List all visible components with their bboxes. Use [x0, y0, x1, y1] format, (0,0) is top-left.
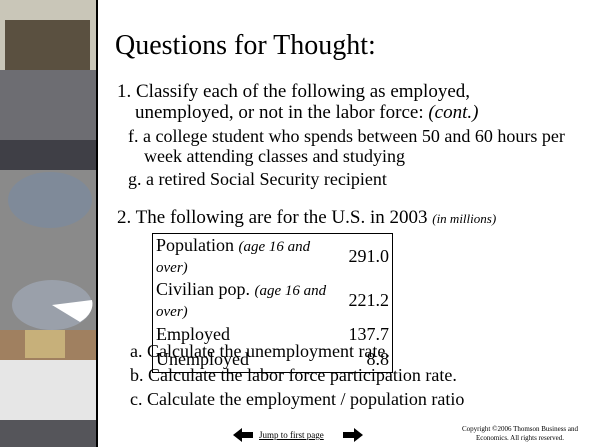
item-label: b.	[130, 365, 144, 385]
item-text: Calculate the unemployment rate.	[147, 341, 390, 361]
question-number: 2.	[117, 207, 131, 228]
item-text: a college student who spends between 50 …	[143, 126, 565, 166]
row-label: Population	[156, 235, 234, 255]
question-text: Classify each of the following as employ…	[135, 81, 470, 123]
title: Questions for Thought:	[115, 30, 376, 62]
item: a. Calculate the unemployment rate.	[130, 341, 390, 361]
table-row: Civilian pop. (age 16 and over)221.2	[153, 278, 393, 322]
question-text: The following are for the U.S. in 2003	[136, 207, 428, 228]
item-text: Calculate the employment / population ra…	[147, 389, 464, 409]
jump-link[interactable]: Jump to first page	[259, 430, 324, 440]
item: g. a retired Social Security recipient	[128, 169, 584, 189]
item-label: c.	[130, 389, 143, 409]
copyright: Copyright ©2006 Thomson Business and Eco…	[455, 425, 585, 443]
row-label: Civilian pop.	[156, 279, 250, 299]
item-label: f.	[128, 126, 139, 146]
table-label-cell: Civilian pop. (age 16 and over)	[153, 278, 346, 322]
note: (cont.)	[428, 102, 478, 123]
item-label: a.	[130, 341, 143, 361]
question-number: 1.	[117, 81, 131, 102]
question: 1. Classify each of the following as emp…	[117, 81, 500, 123]
table-label-cell: Population (age 16 and over)	[153, 234, 346, 279]
slide: Questions for Thought: 1. Classify each …	[0, 0, 591, 447]
table-value: 221.2	[346, 278, 393, 322]
table-value: 291.0	[346, 234, 393, 279]
item-text: a retired Social Security recipient	[146, 169, 387, 189]
question: 2. The following are for the U.S. in 200…	[117, 207, 591, 229]
item: f. a college student who spends between …	[128, 126, 584, 166]
item-label: g.	[128, 169, 142, 189]
item: c. Calculate the employment / population…	[130, 389, 464, 409]
decor-strip	[0, 0, 98, 447]
table-row: Population (age 16 and over)291.0	[153, 234, 393, 279]
item-text: Calculate the labor force participation …	[148, 365, 457, 385]
item: b. Calculate the labor force participati…	[130, 365, 457, 385]
note: (in millions)	[432, 211, 496, 226]
